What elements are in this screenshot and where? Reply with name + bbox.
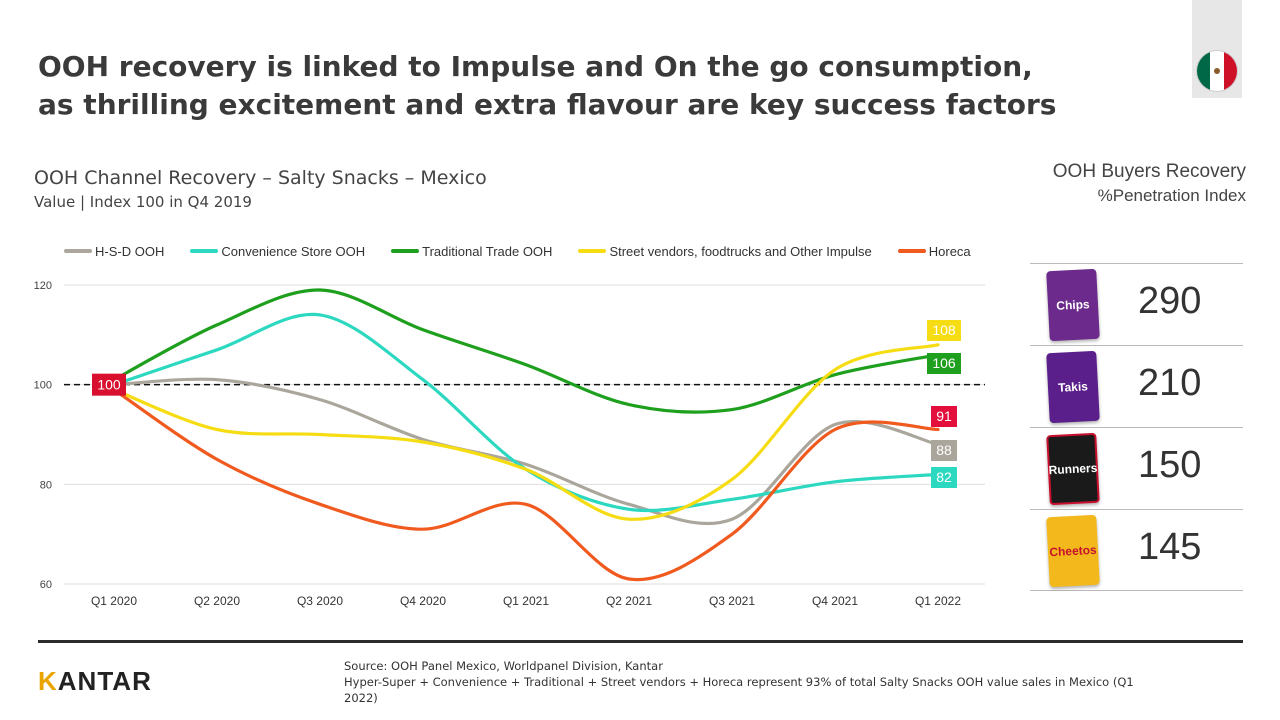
x-tick-label: Q4 2021 bbox=[812, 594, 858, 608]
legend-item: Convenience Store OOH bbox=[190, 242, 365, 260]
legend-label: H-S-D OOH bbox=[95, 243, 165, 259]
end-label-box bbox=[931, 467, 957, 488]
legend-swatch bbox=[897, 249, 926, 253]
legend-swatch bbox=[64, 249, 92, 253]
x-tick-label: Q1 2022 bbox=[915, 594, 961, 608]
product-value: 150 bbox=[1138, 444, 1202, 486]
x-tick-label: Q1 2021 bbox=[503, 594, 549, 608]
chart-title: OOH Channel Recovery – Salty Snacks – Me… bbox=[34, 167, 487, 189]
series-line-street-vendors-foodtrucks-and-other-impulse bbox=[112, 343, 940, 521]
kantar-logo: KANTAR bbox=[38, 666, 152, 697]
cheetos-bag-icon: Cheetos bbox=[1046, 514, 1100, 588]
x-tick-label: Q2 2020 bbox=[194, 594, 240, 608]
series-line-horeca bbox=[112, 388, 940, 582]
x-tick-label: Q4 2020 bbox=[400, 594, 446, 608]
buyers-title-block: OOH Buyers Recovery %Penetration Index bbox=[1000, 160, 1246, 208]
product-value: 145 bbox=[1138, 526, 1202, 568]
y-tick-label: 120 bbox=[34, 280, 52, 292]
legend-label: Street vendors, foodtrucks and Other Imp… bbox=[609, 243, 872, 259]
y-tick-label: 100 bbox=[34, 380, 52, 392]
product-value: 290 bbox=[1138, 280, 1202, 322]
chart-legend: H-S-D OOH Convenience Store OOH Traditiona… bbox=[64, 242, 971, 260]
end-label-box bbox=[927, 353, 961, 374]
end-label: 91 bbox=[936, 408, 952, 424]
takis-bag-icon: Takis bbox=[1046, 350, 1100, 424]
source-line-1: Source: OOH Panel Mexico, Worldpanel Div… bbox=[344, 659, 663, 673]
legend-item: Street vendors, foodtrucks and Other Imp… bbox=[578, 242, 872, 260]
end-label-box bbox=[931, 406, 957, 427]
headline-line-2: as thrilling excitement and extra flavou… bbox=[38, 88, 1057, 121]
start-label: 100 bbox=[97, 377, 121, 393]
series-line-convenience-store-ooh bbox=[112, 312, 940, 513]
series-line-h-s-d-ooh bbox=[112, 377, 940, 526]
runners-bag-icon: Runners bbox=[1046, 432, 1100, 506]
logo-initial: K bbox=[38, 666, 58, 696]
legend-label: Convenience Store OOH bbox=[221, 243, 366, 259]
legend-swatch bbox=[190, 249, 219, 253]
buyers-product-list: Chips 290 Takis 210 Runners 150 Cheetos … bbox=[1030, 263, 1243, 591]
x-tick-label: Q3 2021 bbox=[709, 594, 755, 608]
x-tick-label: Q2 2021 bbox=[606, 594, 652, 608]
start-label-box bbox=[92, 373, 126, 396]
y-tick-label: 80 bbox=[40, 479, 52, 491]
x-tick-label: Q3 2020 bbox=[297, 594, 343, 608]
footer-divider bbox=[38, 640, 1243, 643]
end-label-box bbox=[931, 440, 957, 461]
line-chart: 60 80 100 120 Q1 2020 Q2 2020 Q3 2020 Q4 2020 Q1… bbox=[34, 280, 985, 608]
end-label: 82 bbox=[936, 469, 952, 485]
headline: OOH recovery is linked to Impulse and On… bbox=[38, 48, 1168, 124]
product-value: 210 bbox=[1138, 362, 1202, 404]
legend-item: Traditional Trade OOH bbox=[391, 242, 552, 260]
source-line-2: Hyper-Super + Convenience + Traditional … bbox=[344, 675, 1134, 705]
series-line-traditional-trade-ooh bbox=[112, 288, 940, 414]
mexico-flag-icon bbox=[1196, 50, 1238, 92]
product-row-runners: Runners 150 bbox=[1030, 427, 1243, 509]
legend-label: Traditional Trade OOH bbox=[422, 243, 553, 259]
x-tick-label: Q1 2020 bbox=[91, 594, 137, 608]
end-label: 106 bbox=[932, 355, 956, 371]
legend-swatch bbox=[391, 249, 420, 253]
end-label-box bbox=[927, 320, 961, 341]
legend-swatch bbox=[578, 249, 607, 253]
logo-rest: ANTAR bbox=[57, 666, 152, 696]
product-row-takis: Takis 210 bbox=[1030, 345, 1243, 427]
legend-label: Horeca bbox=[928, 243, 971, 259]
source-note: Source: OOH Panel Mexico, Worldpanel Div… bbox=[344, 658, 1144, 706]
buyers-subtitle: %Penetration Index bbox=[1097, 186, 1246, 205]
buyers-title: OOH Buyers Recovery bbox=[1052, 161, 1246, 182]
product-row-chips: Chips 290 bbox=[1030, 263, 1243, 345]
y-tick-label: 60 bbox=[40, 579, 52, 591]
end-label: 88 bbox=[936, 442, 952, 458]
legend-item: Horeca bbox=[897, 242, 971, 260]
legend-item: H-S-D OOH bbox=[64, 242, 164, 260]
end-label: 108 bbox=[932, 322, 956, 338]
chips-bag-icon: Chips bbox=[1046, 268, 1100, 342]
chart-subtitle: Value | Index 100 in Q4 2019 bbox=[34, 193, 252, 211]
headline-line-1: OOH recovery is linked to Impulse and On… bbox=[38, 50, 1033, 83]
product-row-cheetos: Cheetos 145 bbox=[1030, 509, 1243, 591]
